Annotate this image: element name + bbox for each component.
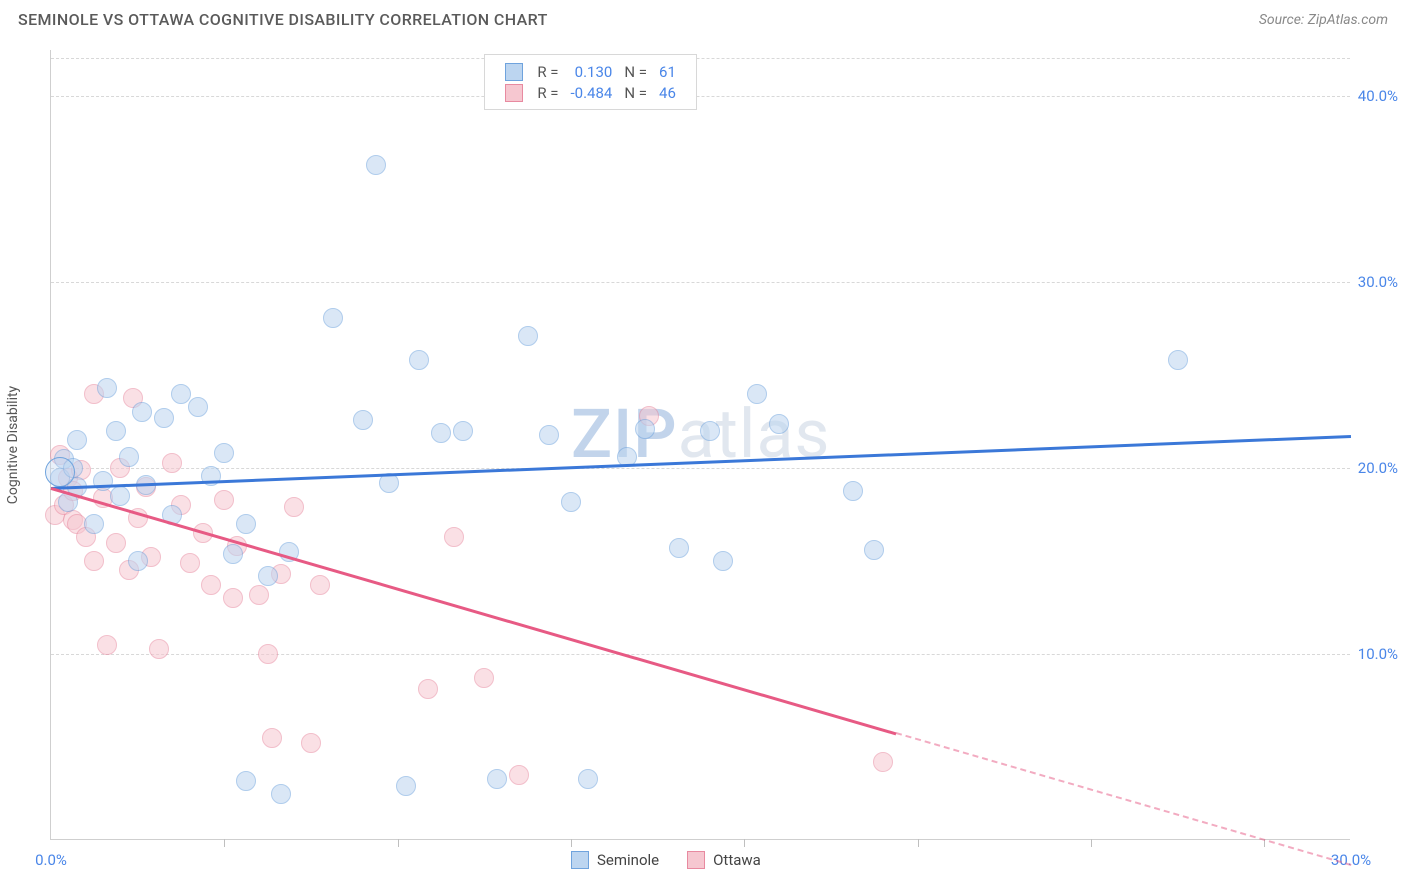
scatter-point-ottawa <box>162 453 182 473</box>
scatter-point-seminole <box>669 538 689 558</box>
scatter-point-ottawa <box>444 527 464 547</box>
scatter-point-ottawa <box>84 551 104 571</box>
trendline-ottawa <box>51 487 897 735</box>
scatter-point-ottawa <box>97 635 117 655</box>
x-tick <box>571 839 572 847</box>
scatter-point-seminole <box>353 410 373 430</box>
scatter-point-seminole <box>561 492 581 512</box>
scatter-point-ottawa <box>201 575 221 595</box>
x-tick <box>744 839 745 847</box>
scatter-point-seminole <box>518 326 538 346</box>
scatter-point-seminole <box>132 402 152 422</box>
plot-area: Cognitive Disability 10.0%20.0%30.0%40.0… <box>50 50 1350 840</box>
scatter-point-seminole <box>323 308 343 328</box>
y-tick-label: 40.0% <box>1338 87 1398 105</box>
scatter-point-seminole <box>154 408 174 428</box>
scatter-point-ottawa <box>249 585 269 605</box>
gridline <box>51 96 1350 97</box>
legend-item-seminole: Seminole <box>571 851 659 869</box>
scatter-point-seminole <box>84 514 104 534</box>
scatter-point-seminole <box>409 350 429 370</box>
scatter-point-ottawa <box>149 639 169 659</box>
y-tick-label: 30.0% <box>1338 273 1398 291</box>
scatter-point-seminole <box>258 566 278 586</box>
scatter-point-seminole <box>93 471 113 491</box>
gridline <box>51 282 1350 283</box>
scatter-point-seminole <box>1168 350 1188 370</box>
scatter-point-seminole <box>214 443 234 463</box>
plot-container: Cognitive Disability 10.0%20.0%30.0%40.0… <box>50 50 1390 840</box>
gridline <box>51 468 1350 469</box>
scatter-point-seminole <box>578 769 598 789</box>
scatter-point-ottawa <box>873 752 893 772</box>
scatter-point-seminole <box>97 378 117 398</box>
scatter-point-ottawa <box>106 533 126 553</box>
x-tick <box>398 839 399 847</box>
scatter-point-seminole <box>769 414 789 434</box>
scatter-point-seminole <box>453 421 473 441</box>
series-legend: Seminole Ottawa <box>571 851 761 869</box>
scatter-point-seminole <box>539 425 559 445</box>
scatter-point-seminole <box>223 544 243 564</box>
scatter-point-seminole <box>396 776 416 796</box>
gridline <box>51 58 1350 59</box>
scatter-point-seminole <box>106 421 126 441</box>
legend-item-ottawa: Ottawa <box>687 851 761 869</box>
scatter-point-ottawa <box>262 728 282 748</box>
x-tick-label: 0.0% <box>35 851 67 869</box>
y-axis-title: Cognitive Disability <box>5 385 21 503</box>
scatter-point-ottawa <box>214 490 234 510</box>
scatter-point-ottawa <box>310 575 330 595</box>
scatter-point-seminole <box>635 419 655 439</box>
scatter-point-seminole <box>864 540 884 560</box>
scatter-point-seminole <box>236 771 256 791</box>
scatter-point-ottawa <box>474 668 494 688</box>
scatter-point-ottawa <box>258 644 278 664</box>
scatter-point-seminole <box>67 430 87 450</box>
scatter-point-seminole <box>700 421 720 441</box>
scatter-point-seminole <box>713 551 733 571</box>
source-attribution: Source: ZipAtlas.com <box>1259 12 1388 28</box>
scatter-point-seminole <box>128 551 148 571</box>
scatter-point-ottawa <box>509 765 529 785</box>
scatter-point-seminole <box>843 481 863 501</box>
scatter-point-ottawa <box>223 588 243 608</box>
gridline <box>51 654 1350 655</box>
scatter-point-seminole <box>236 514 256 534</box>
correlation-legend: R =0.130N =61R =-0.484N =46 <box>484 54 697 110</box>
trendline-seminole <box>51 435 1351 490</box>
scatter-point-seminole <box>119 447 139 467</box>
scatter-point-seminole <box>487 769 507 789</box>
scatter-point-seminole <box>747 384 767 404</box>
scatter-point-seminole <box>188 397 208 417</box>
x-tick <box>1091 839 1092 847</box>
scatter-point-seminole <box>366 155 386 175</box>
scatter-point-seminole <box>110 486 130 506</box>
x-tick <box>918 839 919 847</box>
x-tick <box>224 839 225 847</box>
scatter-point-seminole <box>431 423 451 443</box>
trendline-ottawa-extrapolated <box>896 732 1352 866</box>
scatter-point-ottawa <box>418 679 438 699</box>
scatter-point-highlight <box>45 457 75 487</box>
scatter-point-ottawa <box>180 553 200 573</box>
scatter-point-seminole <box>271 784 291 804</box>
scatter-point-ottawa <box>284 497 304 517</box>
y-tick-label: 10.0% <box>1338 645 1398 663</box>
chart-title: SEMINOLE VS OTTAWA COGNITIVE DISABILITY … <box>18 10 548 29</box>
scatter-point-ottawa <box>301 733 321 753</box>
scatter-point-seminole <box>171 384 191 404</box>
y-tick-label: 20.0% <box>1338 459 1398 477</box>
